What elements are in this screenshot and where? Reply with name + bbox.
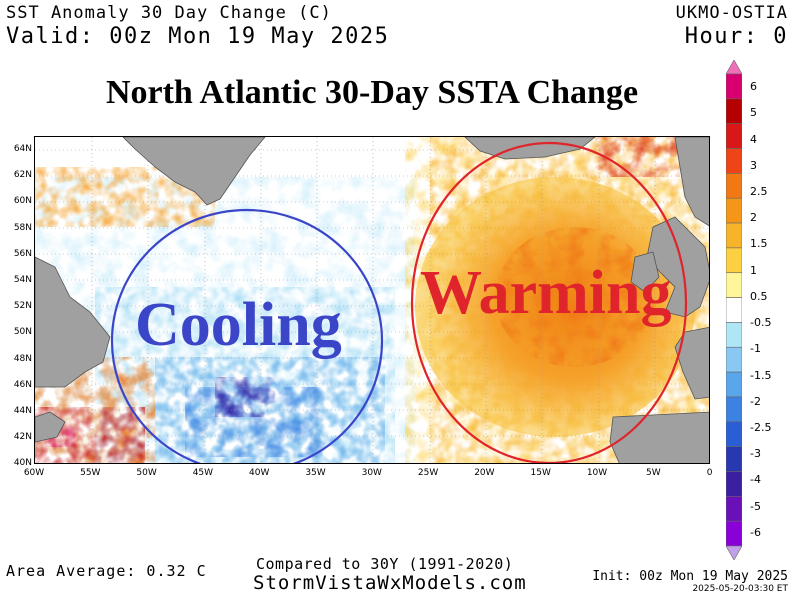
legend-label: 1	[750, 263, 757, 277]
legend-swatch	[726, 297, 742, 323]
lat-label: 48N	[13, 353, 32, 364]
warming-circle	[410, 141, 688, 463]
cooling-label: Cooling	[135, 291, 342, 359]
legend-swatch	[726, 446, 742, 472]
legend-swatch	[726, 197, 742, 224]
legend-label: 3	[750, 158, 757, 172]
legend-label: -2	[750, 394, 761, 408]
legend-swatch	[726, 148, 742, 174]
legend-swatch	[726, 396, 742, 423]
legend-label: 4	[750, 132, 757, 146]
legend-label: 1.5	[750, 237, 768, 251]
lon-label: 35W	[305, 468, 326, 478]
iceland	[464, 137, 596, 160]
lat-label: 56N	[13, 248, 32, 259]
lat-label: 52N	[13, 301, 32, 312]
legend-swatch	[726, 272, 742, 298]
scandinavia	[674, 137, 709, 227]
lon-label: 60W	[23, 468, 45, 478]
labrador-newfoundland	[35, 256, 111, 388]
lat-label: 60N	[13, 196, 32, 207]
land-masses	[35, 137, 709, 463]
legend-swatch	[726, 471, 742, 497]
legend-label: -2.5	[750, 421, 772, 434]
legend-swatch	[726, 421, 742, 447]
legend-label: -4	[750, 473, 761, 487]
init-time: Init: 00z Mon 19 May 2025	[592, 569, 788, 584]
lon-label: 50W	[136, 468, 157, 478]
legend-swatch	[726, 496, 742, 522]
nova-scotia	[35, 411, 66, 443]
climatology-note: Compared to 30Y (1991-2020)	[256, 555, 514, 573]
valid-time: Valid: 00z Mon 19 May 2025	[6, 24, 390, 49]
graticule	[35, 137, 709, 463]
legend-label: -0.5	[750, 316, 772, 330]
legend-swatch	[726, 123, 742, 149]
color-scale-legend	[726, 60, 742, 560]
british-isles	[646, 216, 709, 318]
lon-label: 0	[706, 468, 713, 478]
lon-label: 25W	[417, 468, 439, 478]
legend-min-arrow	[726, 545, 742, 560]
greenland	[122, 137, 266, 206]
warming-label: Warming	[420, 259, 672, 327]
iberia	[609, 411, 709, 463]
legend-label: -6	[750, 525, 761, 539]
legend-max-arrow	[726, 60, 742, 75]
legend-swatch	[726, 371, 742, 398]
lon-label: 20W	[474, 468, 495, 478]
legend-swatch	[726, 73, 742, 100]
area-average: Area Average: 0.32 C	[6, 562, 207, 580]
lon-label: 15W	[530, 468, 551, 478]
legend-label: -1	[750, 342, 761, 356]
legend-label: -3	[750, 447, 761, 461]
legend-swatch	[726, 98, 742, 124]
legend-label: -1.5	[750, 368, 772, 382]
legend-label: -5	[750, 499, 761, 513]
lon-label: 45W	[192, 468, 214, 478]
data-source: UKMO-OSTIA	[675, 3, 788, 23]
legend-label: 5	[750, 106, 757, 120]
lat-label: 50N	[13, 327, 32, 338]
sst-anomaly-map	[34, 136, 710, 464]
lat-label: 64N	[13, 144, 32, 154]
lon-label: 55W	[80, 468, 101, 478]
legend-label: 2	[750, 211, 757, 225]
render-timestamp: 2025-05-20-03:30 ET	[692, 584, 788, 594]
lat-label: 54N	[13, 275, 32, 285]
lat-label: 44N	[13, 406, 32, 416]
lon-label: 5W	[645, 468, 661, 478]
lon-label: 10W	[586, 468, 608, 478]
lat-label: 42N	[13, 432, 32, 443]
legend-swatch	[726, 346, 742, 373]
lat-label: 40N	[13, 458, 32, 469]
legend-swatch	[726, 173, 742, 199]
cooling-circle	[110, 208, 384, 463]
lon-label: 40W	[249, 468, 270, 478]
legend-label: 0.5	[750, 289, 768, 303]
warming-field	[405, 137, 709, 463]
lat-label: 62N	[13, 170, 32, 181]
lat-label: 46N	[13, 379, 32, 390]
lat-label: 58N	[13, 222, 32, 233]
site-credit: StormVistaWxModels.com	[253, 572, 527, 594]
ireland	[630, 251, 660, 293]
legend-swatch	[726, 222, 742, 249]
lon-label: 30W	[361, 468, 382, 478]
legend-swatch	[726, 247, 742, 274]
legend-label: 2.5	[750, 185, 768, 198]
map-title: North Atlantic 30-Day SSTA Change	[105, 74, 639, 111]
legend-swatch	[726, 322, 742, 348]
france	[674, 326, 709, 400]
forecast-hour: Hour: 0	[684, 24, 788, 49]
product-title: SST Anomaly 30 Day Change (C)	[6, 3, 332, 23]
legend-label: 6	[750, 80, 757, 94]
legend-swatch	[726, 520, 742, 547]
